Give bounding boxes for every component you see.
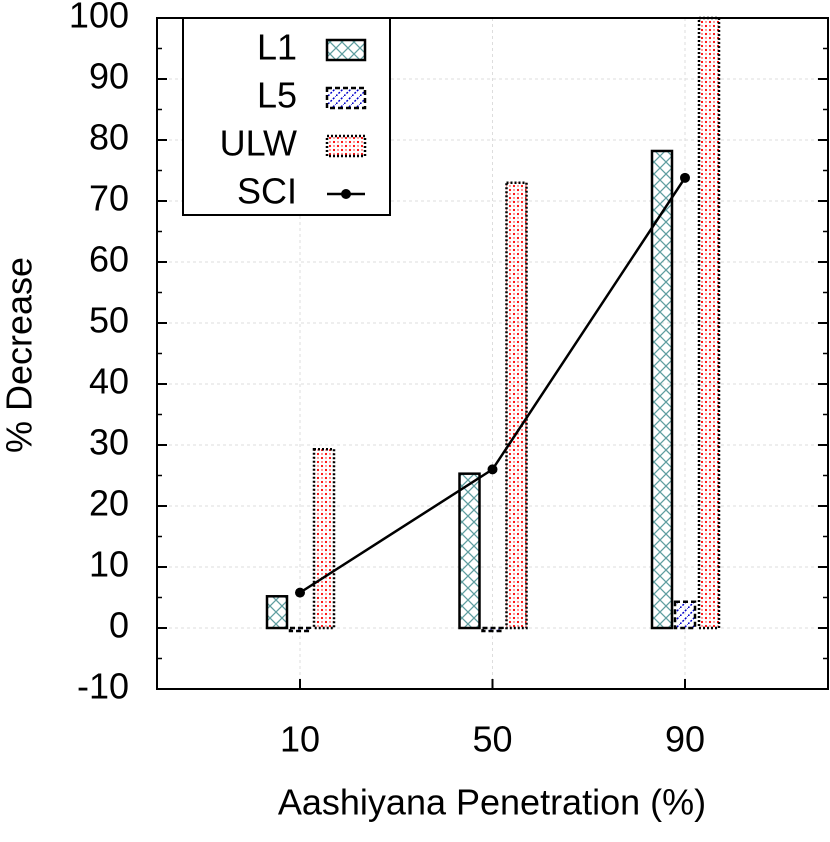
bar (265, 595, 289, 630)
legend: L1 L5 ULW SCI (182, 17, 391, 216)
legend-point (341, 189, 351, 199)
bar (673, 600, 697, 630)
x-tick-label: 90 (665, 719, 705, 760)
y-tick-label: 80 (89, 117, 129, 158)
y-tick-label: -10 (77, 666, 129, 707)
y-axis-title: % Decrease (0, 257, 40, 453)
legend-swatch (325, 134, 367, 158)
legend-label: L5 (257, 75, 297, 116)
plot-frame (156, 17, 829, 690)
bar (697, 16, 721, 630)
x-tick-label: 10 (280, 719, 320, 760)
bar (481, 626, 504, 633)
y-tick-label: 30 (89, 422, 129, 463)
x-tick-label: 50 (472, 719, 512, 760)
y-tick-label: 50 (89, 300, 129, 341)
point (680, 172, 690, 183)
x-axis-title: Aashiyana Penetration (%) (278, 782, 706, 823)
bar (312, 448, 336, 630)
bar (650, 149, 674, 630)
legend-label: ULW (220, 123, 297, 164)
y-tick-label: 90 (89, 56, 129, 97)
y-tick-label: 40 (89, 361, 129, 402)
legend-swatch (325, 38, 367, 62)
legend-label: SCI (237, 171, 297, 212)
y-tick-label: 70 (89, 178, 129, 219)
legend-label: L1 (257, 27, 297, 68)
legend-swatch (325, 86, 367, 110)
y-tick-label: 20 (89, 483, 129, 524)
point (487, 464, 498, 475)
y-tick-label: 60 (89, 239, 129, 280)
bar (458, 472, 481, 630)
y-tick-label: 100 (69, 0, 129, 36)
y-tick-label: 10 (89, 544, 129, 585)
point (295, 587, 305, 598)
y-tick-label: 0 (109, 605, 129, 646)
bar (288, 626, 312, 633)
bar (505, 181, 528, 630)
